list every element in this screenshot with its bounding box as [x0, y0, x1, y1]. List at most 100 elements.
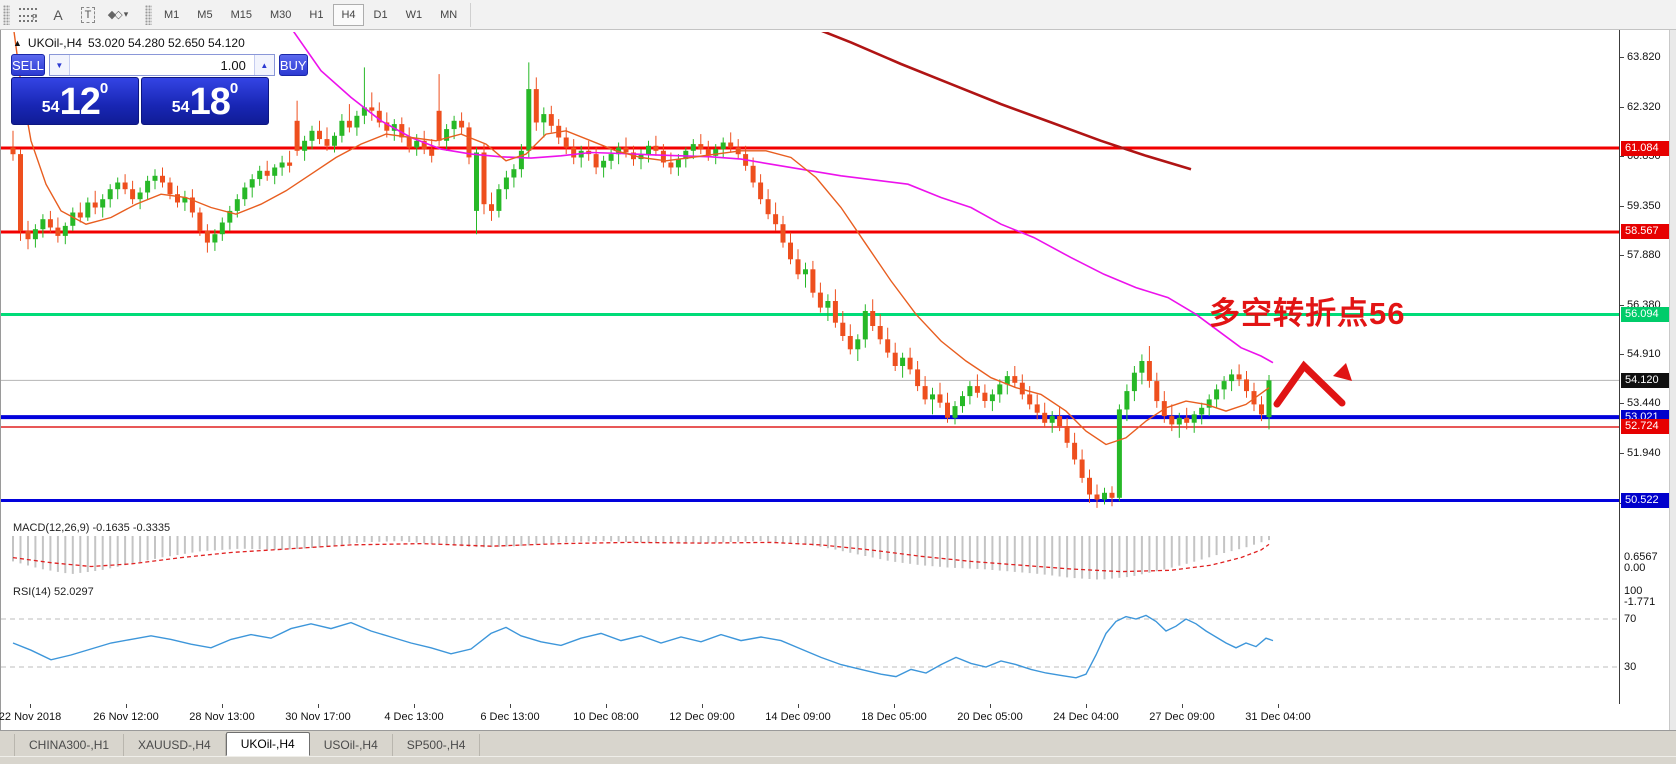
toolbar-drag-handle[interactable] [3, 4, 10, 25]
buy-button[interactable]: BUY [278, 54, 308, 76]
rsi-name: RSI(14) [13, 586, 51, 598]
price-level-tag-56.094: 56.094 [1621, 307, 1675, 322]
timeframe-button-W1[interactable]: W1 [405, 8, 423, 21]
sell-price-big: 12 [59, 81, 101, 123]
macd-label: MACD(12,26,9) -0.1635 -0.3335 [13, 522, 170, 534]
chart-tab-usoil-h4[interactable]: USOil-,H4 [310, 734, 393, 756]
timeframe-button-M30[interactable]: M30 [269, 8, 292, 21]
timeframe-button-M1[interactable]: M1 [164, 8, 180, 21]
pane-separator[interactable] [1, 581, 1669, 583]
time-tick-label: 6 Dec 13:00 [480, 711, 540, 723]
chart-tab-xauusd-h4[interactable]: XAUUSD-,H4 [124, 734, 226, 756]
text-label-tool-button[interactable]: A [45, 3, 71, 27]
price-level-tag-52.724: 52.724 [1621, 419, 1675, 434]
buy-price-tile[interactable]: 54 18 0 [141, 77, 269, 125]
annotation-arrow[interactable] [1273, 360, 1346, 408]
main-chart-canvas[interactable] [1, 32, 1619, 517]
shapes-icon: ◆◇ [107, 9, 123, 21]
price-level-tag-58.567: 58.567 [1621, 224, 1675, 239]
chart-tab-bar: CHINA300-,H1 XAUUSD-,H4 UKOil-,H4 USOil-,H4… [0, 730, 1676, 756]
macd-indicator-canvas[interactable] [1, 519, 1619, 581]
rsi-value: 52.0297 [53, 586, 94, 598]
time-tick [126, 704, 127, 708]
text-box-tool-button[interactable]: T [75, 3, 101, 27]
time-tick-label: 22 Nov 2018 [0, 711, 62, 723]
buy-price-sup: 0 [229, 80, 239, 97]
time-tick-label: 30 Nov 17:00 [285, 711, 351, 723]
sell-price-sup: 0 [99, 80, 109, 97]
time-tick [1182, 704, 1183, 708]
time-tick [318, 704, 319, 708]
price-tick-label: 53.440 [1620, 397, 1676, 409]
window-scrollbar[interactable] [1669, 30, 1676, 730]
sell-button[interactable]: SELL [11, 54, 45, 76]
indicator-axis-label: 30 [1624, 661, 1637, 673]
sell-price-small: 54 [41, 99, 60, 116]
price-tick-label: 59.350 [1620, 200, 1676, 212]
time-tick-label: 27 Dec 09:00 [1149, 711, 1215, 723]
indicator-axis-label: 0.6567 [1624, 551, 1658, 563]
time-tick-label: 20 Dec 05:00 [957, 711, 1023, 723]
rsi-label: RSI(14) 52.0297 [13, 586, 94, 598]
price-axis[interactable]: 63.820 62.320 60.850 59.350 57.880 56.380 54.9… [1620, 30, 1676, 704]
time-tick-label: 31 Dec 04:00 [1245, 711, 1311, 723]
macd-histogram [12, 536, 1270, 580]
time-tick-label: 4 Dec 13:00 [384, 711, 444, 723]
ma-fast-line [13, 32, 1270, 446]
price-level-tag-61.084: 61.084 [1621, 141, 1675, 156]
timeframe-button-M5[interactable]: M5 [197, 8, 213, 21]
price-tick-label: 62.320 [1620, 101, 1676, 113]
time-tick [894, 704, 895, 708]
pane-separator[interactable] [1, 517, 1669, 519]
price-tick-label: 57.880 [1620, 249, 1676, 261]
price-tick-label: 63.820 [1620, 51, 1676, 63]
timeframe-button-M15[interactable]: M15 [230, 8, 252, 21]
chart-tab-ukoil-h4[interactable]: UKOil-,H4 [225, 732, 310, 756]
price-level-tag-54.120: 54.120 [1621, 373, 1675, 388]
timeframe-button-D1[interactable]: D1 [373, 8, 388, 21]
chart-tab-china300-h1[interactable]: CHINA300-,H1 [14, 734, 125, 756]
time-tick-label: 26 Nov 12:00 [93, 711, 159, 723]
symbol-marker-icon: ▲ [13, 38, 22, 48]
time-tick-label: 28 Nov 13:00 [189, 711, 255, 723]
ma-slow-line [821, 32, 1192, 171]
chart-tab-sp500-h4[interactable]: SP500-,H4 [393, 734, 481, 756]
indicator-axis-label: 0.00 [1624, 562, 1646, 574]
rsi-indicator-canvas[interactable] [1, 583, 1619, 703]
time-axis[interactable]: 22 Nov 2018 26 Nov 12:00 28 Nov 13:00 30 No… [0, 704, 1619, 730]
text-box-icon: T [80, 6, 96, 23]
sell-price-tile[interactable]: 54 12 0 [11, 77, 139, 125]
volume-decrease-button[interactable]: ▼ [49, 55, 70, 75]
time-tick-label: 24 Dec 04:00 [1053, 711, 1119, 723]
annotation-text: 多空转折点56 [1209, 296, 1406, 331]
time-tick [414, 704, 415, 708]
time-tick-label: 14 Dec 09:00 [765, 711, 831, 723]
indicator-axis-label: 70 [1624, 613, 1637, 625]
volume-increase-button[interactable]: ▲ [253, 55, 274, 75]
pane-separator [1, 703, 1669, 705]
time-tick-label: 18 Dec 05:00 [861, 711, 927, 723]
time-tick-label: 12 Dec 09:00 [669, 711, 735, 723]
time-tick-label: 10 Dec 08:00 [573, 711, 639, 723]
timeframe-button-H1[interactable]: H1 [309, 8, 324, 21]
time-tick [798, 704, 799, 708]
time-tick [606, 704, 607, 708]
timeframe-button-MN[interactable]: MN [440, 8, 458, 21]
shapes-tool-button[interactable]: ◆◇ ▾ [105, 3, 131, 27]
indicator-axis-label: -1.771 [1624, 596, 1656, 608]
fibonacci-tool-button[interactable]: F [15, 3, 41, 27]
timeframe-button-H4[interactable]: H4 [333, 3, 364, 26]
toolbar-drag-handle[interactable] [145, 4, 152, 25]
macd-signal-line [12, 541, 1270, 573]
volume-stepper: ▼ ▲ [48, 54, 275, 76]
annotation-arrowhead [1333, 363, 1352, 381]
volume-input[interactable] [69, 55, 254, 75]
chevron-down-icon: ▾ [123, 9, 129, 19]
buy-price-small: 54 [171, 99, 190, 116]
time-tick [1086, 704, 1087, 708]
symbol-timeframe-label: UKOil-,H4 [27, 36, 82, 50]
time-tick [1278, 704, 1279, 708]
timeframe-button-group: M1 M5 M15 M30 H1 H4 D1 W1 MN [155, 3, 466, 26]
